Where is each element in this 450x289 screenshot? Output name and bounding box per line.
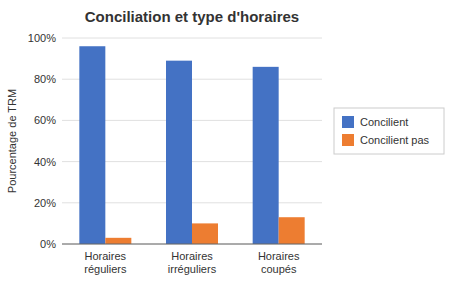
x-tick-label: Horairesréguliers: [84, 250, 127, 275]
legend-label: Concilient pas: [360, 134, 430, 146]
grid: [62, 38, 322, 244]
y-axis-label: Pourcentage de TRM: [6, 89, 18, 193]
bars: [79, 46, 304, 244]
x-tick-label: Horairesirréguliers: [168, 250, 217, 275]
grid-line: [62, 38, 322, 39]
legend-swatch: [342, 134, 354, 146]
y-tick-label: 0%: [40, 238, 56, 250]
y-tick-label: 60%: [34, 114, 56, 126]
x-tick-label: Horairescoupés: [258, 250, 300, 275]
x-axis-line: [62, 244, 322, 245]
legend: Concilient Concilient pas: [334, 108, 444, 154]
y-tick-label: 20%: [34, 197, 56, 209]
bar: [79, 46, 105, 244]
chart: Conciliation et type d'horaires Pourcenta…: [0, 0, 450, 289]
title: Conciliation et type d'horaires: [85, 8, 299, 25]
y-tick-label: 100%: [28, 32, 56, 44]
y-tick-label: 80%: [34, 73, 56, 85]
grid-line: [62, 244, 322, 245]
legend-frame: [334, 108, 444, 154]
bar: [279, 217, 305, 244]
bar: [253, 67, 279, 244]
bar: [192, 223, 218, 244]
legend-swatch: [342, 116, 354, 128]
legend-label: Concilient: [360, 116, 408, 128]
y-tick-label: 40%: [34, 156, 56, 168]
bar: [105, 238, 131, 244]
bar: [166, 61, 192, 244]
